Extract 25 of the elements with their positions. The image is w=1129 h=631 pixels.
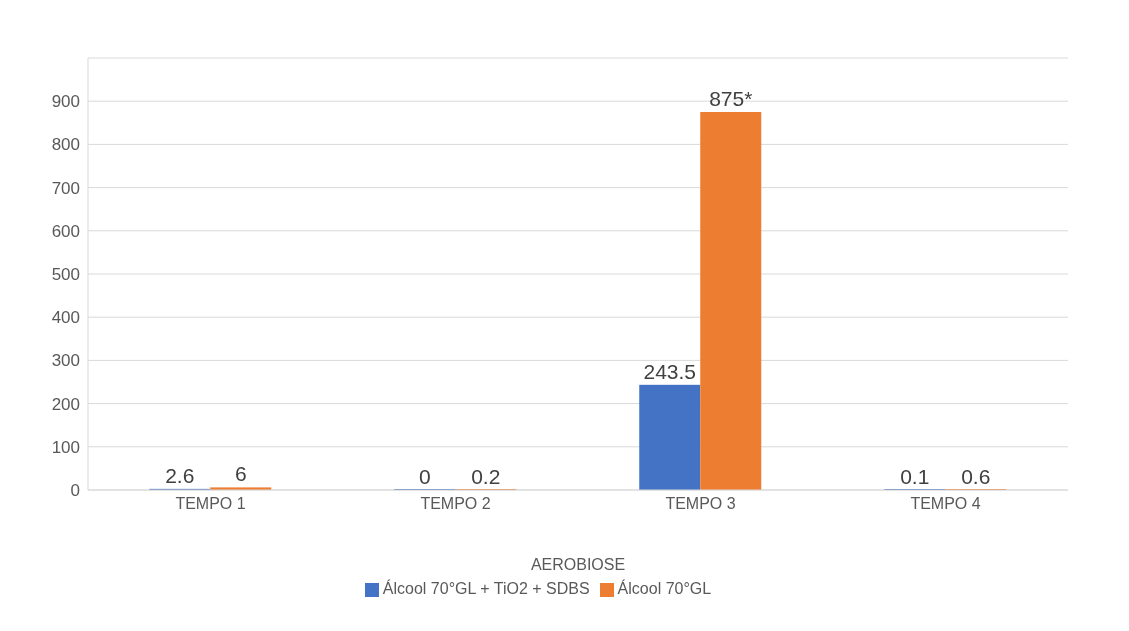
y-tick-label: 200	[51, 394, 80, 414]
data-label: 0	[418, 465, 431, 488]
data-label: 2.6	[165, 463, 195, 487]
data-label: 0.1	[900, 464, 930, 488]
y-tick-label: 500	[51, 265, 80, 285]
y-tick-label: 100	[51, 437, 80, 457]
legend-label: Álcool 70°GL	[617, 580, 712, 597]
data-label: 0.2	[471, 464, 501, 488]
legend-label: Álcool 70°GL + TiO2 + SDBS	[382, 580, 590, 597]
x-tick-label: TEMPO 2	[420, 495, 491, 513]
data-label: 0.6	[961, 464, 991, 488]
data-label: 6	[234, 462, 247, 486]
y-tick-label: 400	[51, 308, 80, 328]
y-tick-label: 900	[51, 92, 80, 112]
data-label: 243.5	[643, 359, 697, 383]
x-tick-label: TEMPO 3	[665, 495, 736, 513]
y-tick-label: 700	[51, 178, 80, 198]
y-tick-label: 300	[51, 351, 80, 371]
x-tick-label: TEMPO 4	[910, 495, 981, 513]
x-tick-label: TEMPO 1	[175, 495, 246, 513]
y-tick-label: 600	[51, 221, 80, 241]
y-tick-label: 0	[70, 481, 80, 501]
x-axis-title: AEROBIOSE	[530, 556, 626, 573]
data-label: 875*	[709, 87, 753, 110]
y-tick-label: 800	[51, 135, 80, 155]
